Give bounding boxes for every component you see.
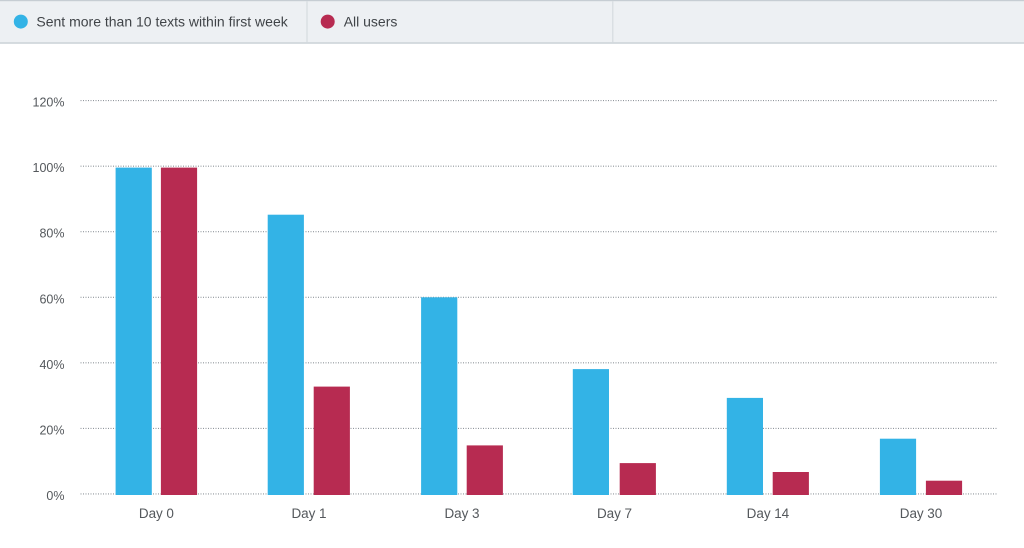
- svg-text:Day 1: Day 1: [291, 506, 326, 521]
- svg-text:60%: 60%: [39, 292, 64, 306]
- svg-text:All users: All users: [344, 13, 398, 29]
- svg-text:80%: 80%: [39, 227, 64, 241]
- svg-text:100%: 100%: [33, 161, 65, 175]
- svg-text:Day 0: Day 0: [139, 506, 174, 521]
- svg-text:120%: 120%: [33, 96, 65, 110]
- svg-text:Day 14: Day 14: [747, 506, 790, 521]
- svg-text:Day 30: Day 30: [900, 506, 942, 521]
- svg-text:Day 3: Day 3: [444, 506, 479, 521]
- svg-text:20%: 20%: [39, 423, 64, 437]
- svg-text:40%: 40%: [39, 358, 64, 372]
- svg-text:Day 7: Day 7: [597, 506, 632, 521]
- svg-text:0%: 0%: [46, 489, 64, 503]
- svg-text:Sent more than 10 texts within: Sent more than 10 texts within first wee…: [36, 13, 288, 29]
